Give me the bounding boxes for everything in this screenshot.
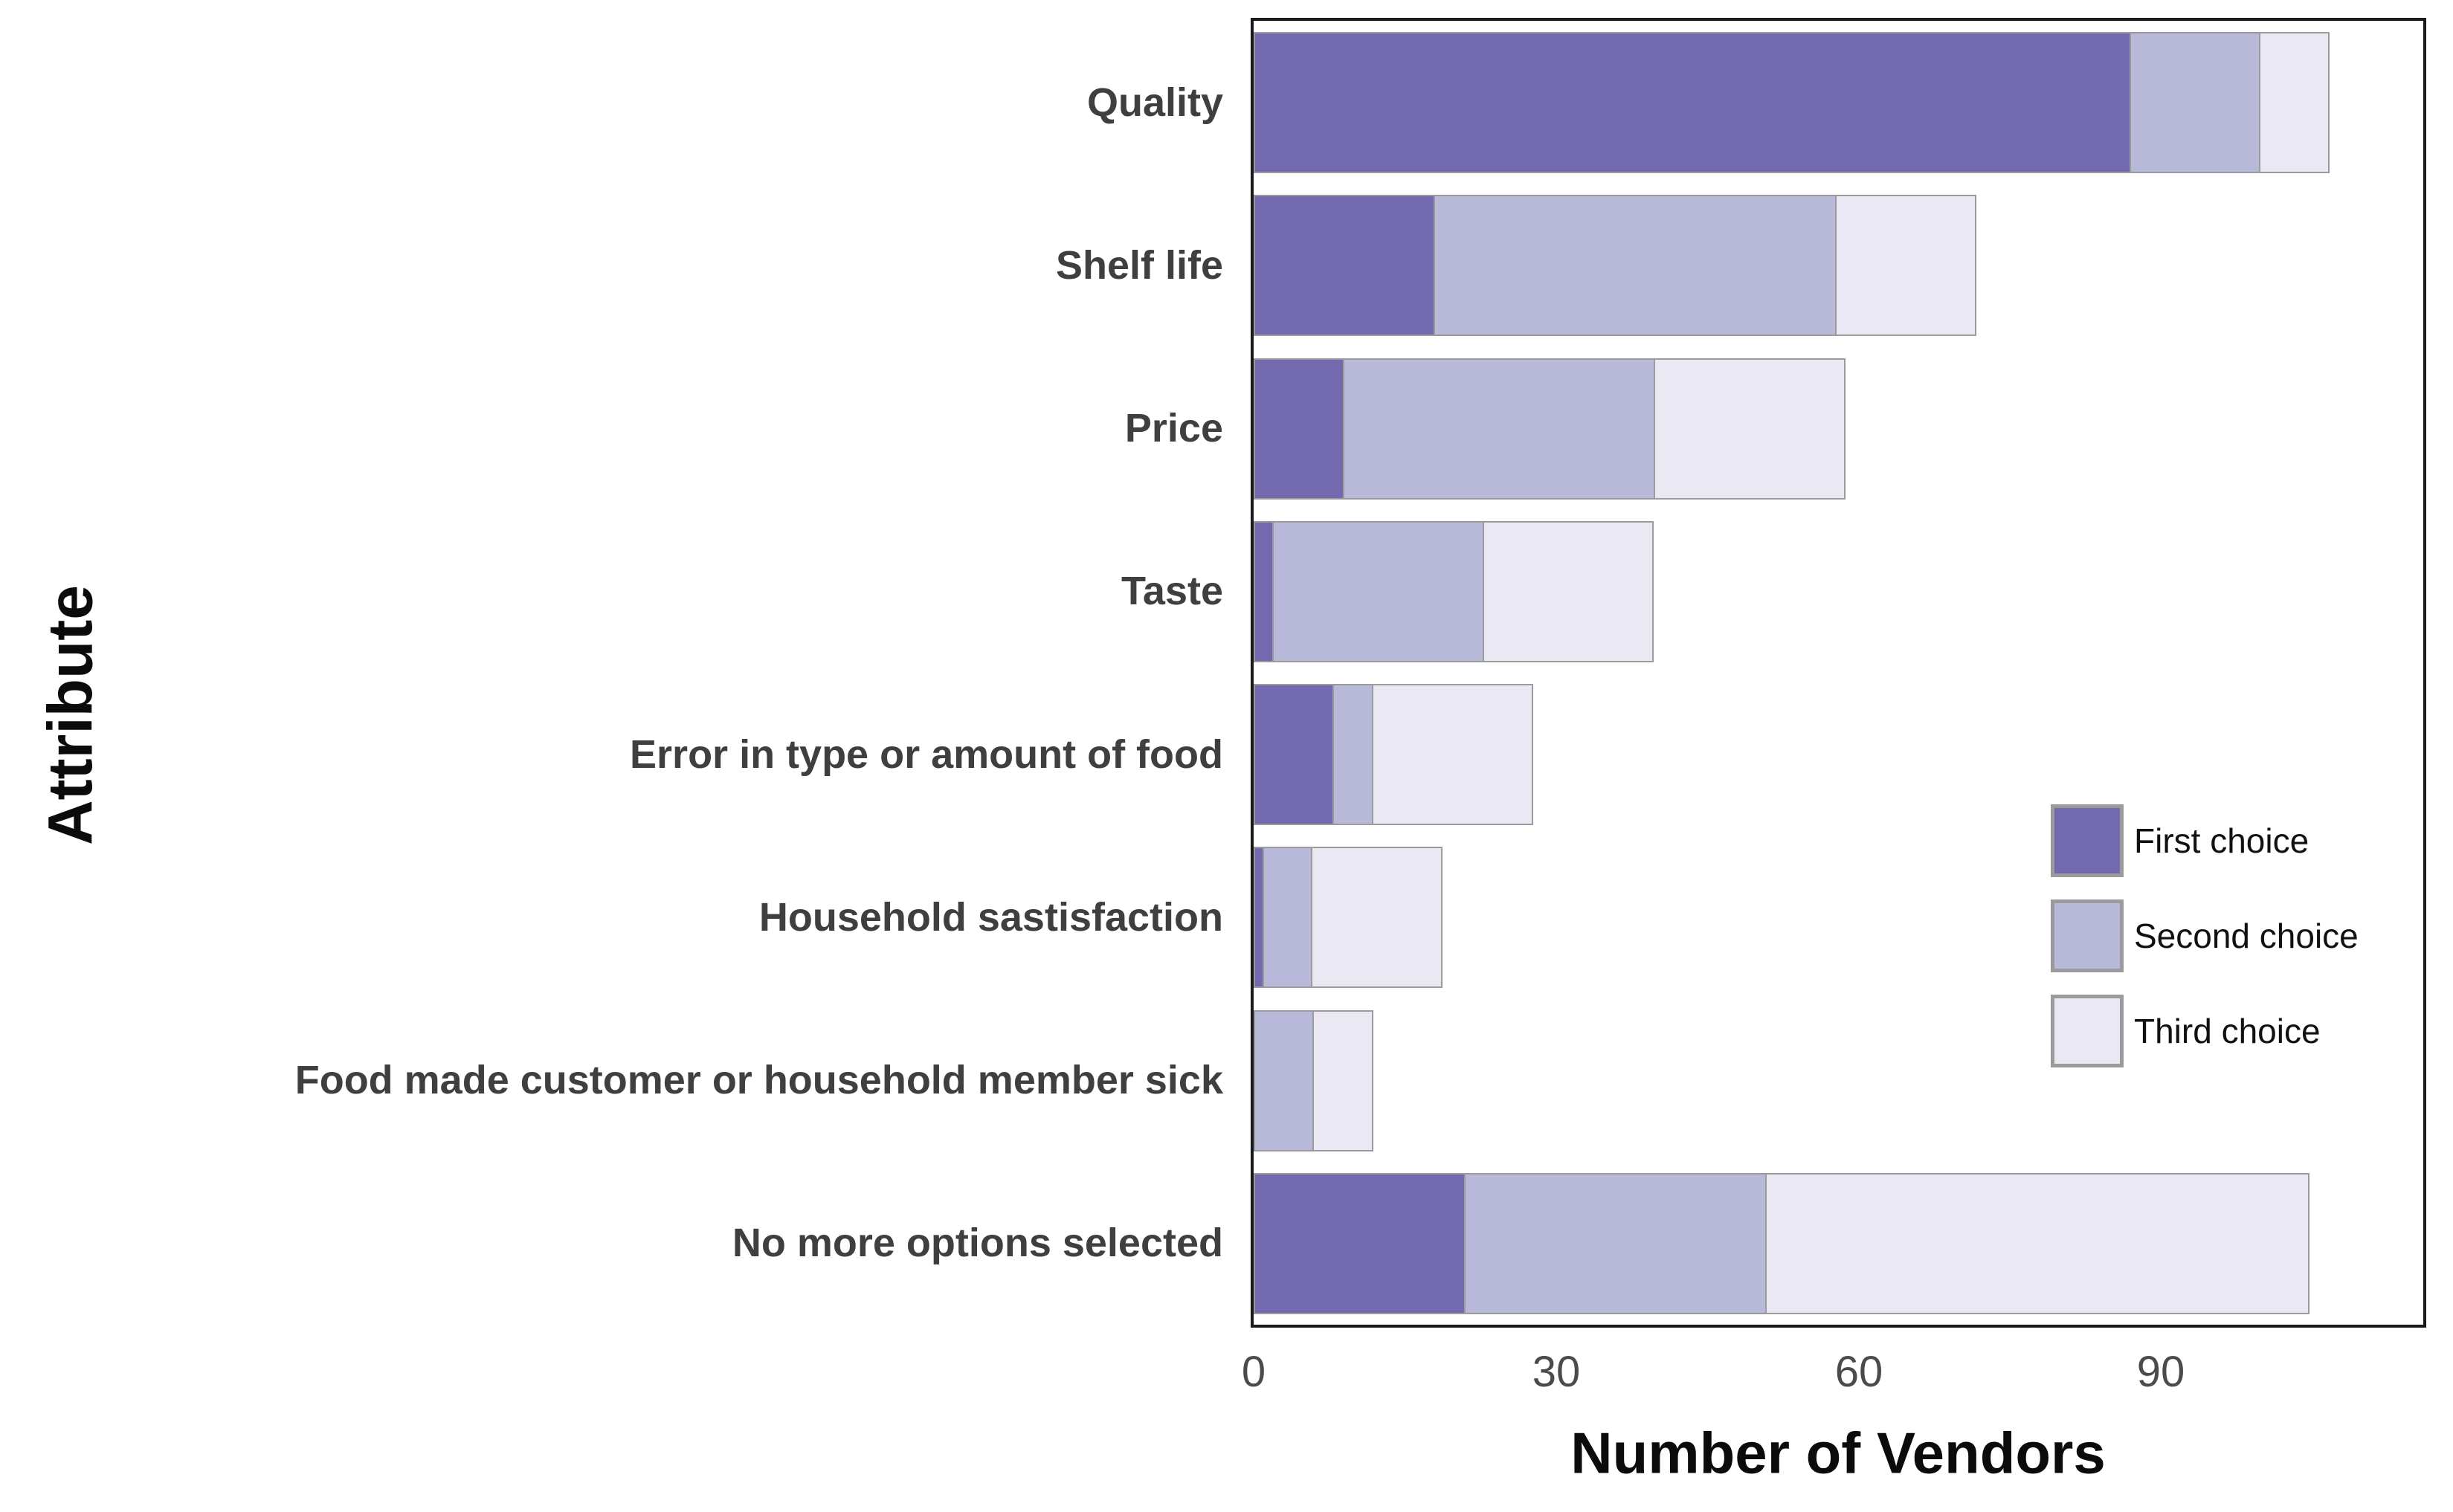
bar-segment (1482, 521, 1654, 662)
x-axis-title: Number of Vendors (1570, 1420, 2106, 1486)
bar-row (1254, 684, 1533, 825)
legend-item: Third choice (2051, 995, 2321, 1067)
bar-segment (1654, 358, 1846, 500)
bar-segment (1343, 358, 1656, 500)
category-label: No more options selected (732, 1221, 1223, 1265)
bar-segment (1272, 521, 1484, 662)
legend-item: Second choice (2051, 899, 2359, 972)
bar-segment (1254, 684, 1335, 825)
legend-swatch (2051, 899, 2124, 972)
category-label: Quality (1086, 80, 1223, 125)
legend-swatch (2051, 995, 2124, 1067)
bar-segment (1311, 847, 1443, 988)
category-label: Taste (1121, 569, 1223, 613)
legend-label: First choice (2134, 821, 2309, 860)
x-tick-label: 0 (1241, 1348, 1266, 1396)
x-tick-label: 90 (2136, 1348, 2185, 1396)
bar-segment (2129, 32, 2261, 173)
category-label: Error in type or amount of food (630, 732, 1223, 777)
bar-segment (1835, 195, 1977, 336)
bar-segment (1254, 1173, 1466, 1314)
bar-row (1254, 1173, 2309, 1314)
bar-segment (1254, 521, 1274, 662)
bar-row (1254, 358, 1846, 500)
x-tick-label: 60 (1834, 1348, 1883, 1396)
bar-segment (1262, 847, 1313, 988)
bar-segment (1764, 1173, 2309, 1314)
bar-segment (1254, 32, 2131, 173)
bar-segment (1371, 684, 1533, 825)
bar-row (1254, 32, 2330, 173)
bar-segment (1434, 195, 1837, 336)
legend-swatch (2051, 804, 2124, 877)
bar-segment (1254, 358, 1345, 500)
bar-segment (1332, 684, 1373, 825)
bar-row (1254, 847, 1443, 988)
y-axis-title: Attribute (35, 585, 106, 845)
bar-segment (1254, 195, 1436, 336)
bar-segment (1463, 1173, 1767, 1314)
category-label: Food made customer or household member s… (294, 1058, 1223, 1102)
legend-label: Second choice (2134, 917, 2359, 955)
bar-row (1254, 195, 1977, 336)
legend-item: First choice (2051, 804, 2309, 877)
bar-row (1254, 1010, 1373, 1151)
legend-label: Third choice (2134, 1012, 2321, 1050)
plot-panel (1251, 18, 2426, 1328)
category-label: Household sastisfaction (758, 895, 1223, 940)
bar-segment (1254, 1010, 1315, 1151)
bar-segment (1312, 1010, 1373, 1151)
bar-segment (2259, 32, 2330, 173)
category-label: Shelf life (1055, 243, 1223, 288)
category-label: Price (1124, 406, 1223, 450)
bar-row (1254, 521, 1654, 662)
x-tick-label: 30 (1532, 1348, 1581, 1396)
